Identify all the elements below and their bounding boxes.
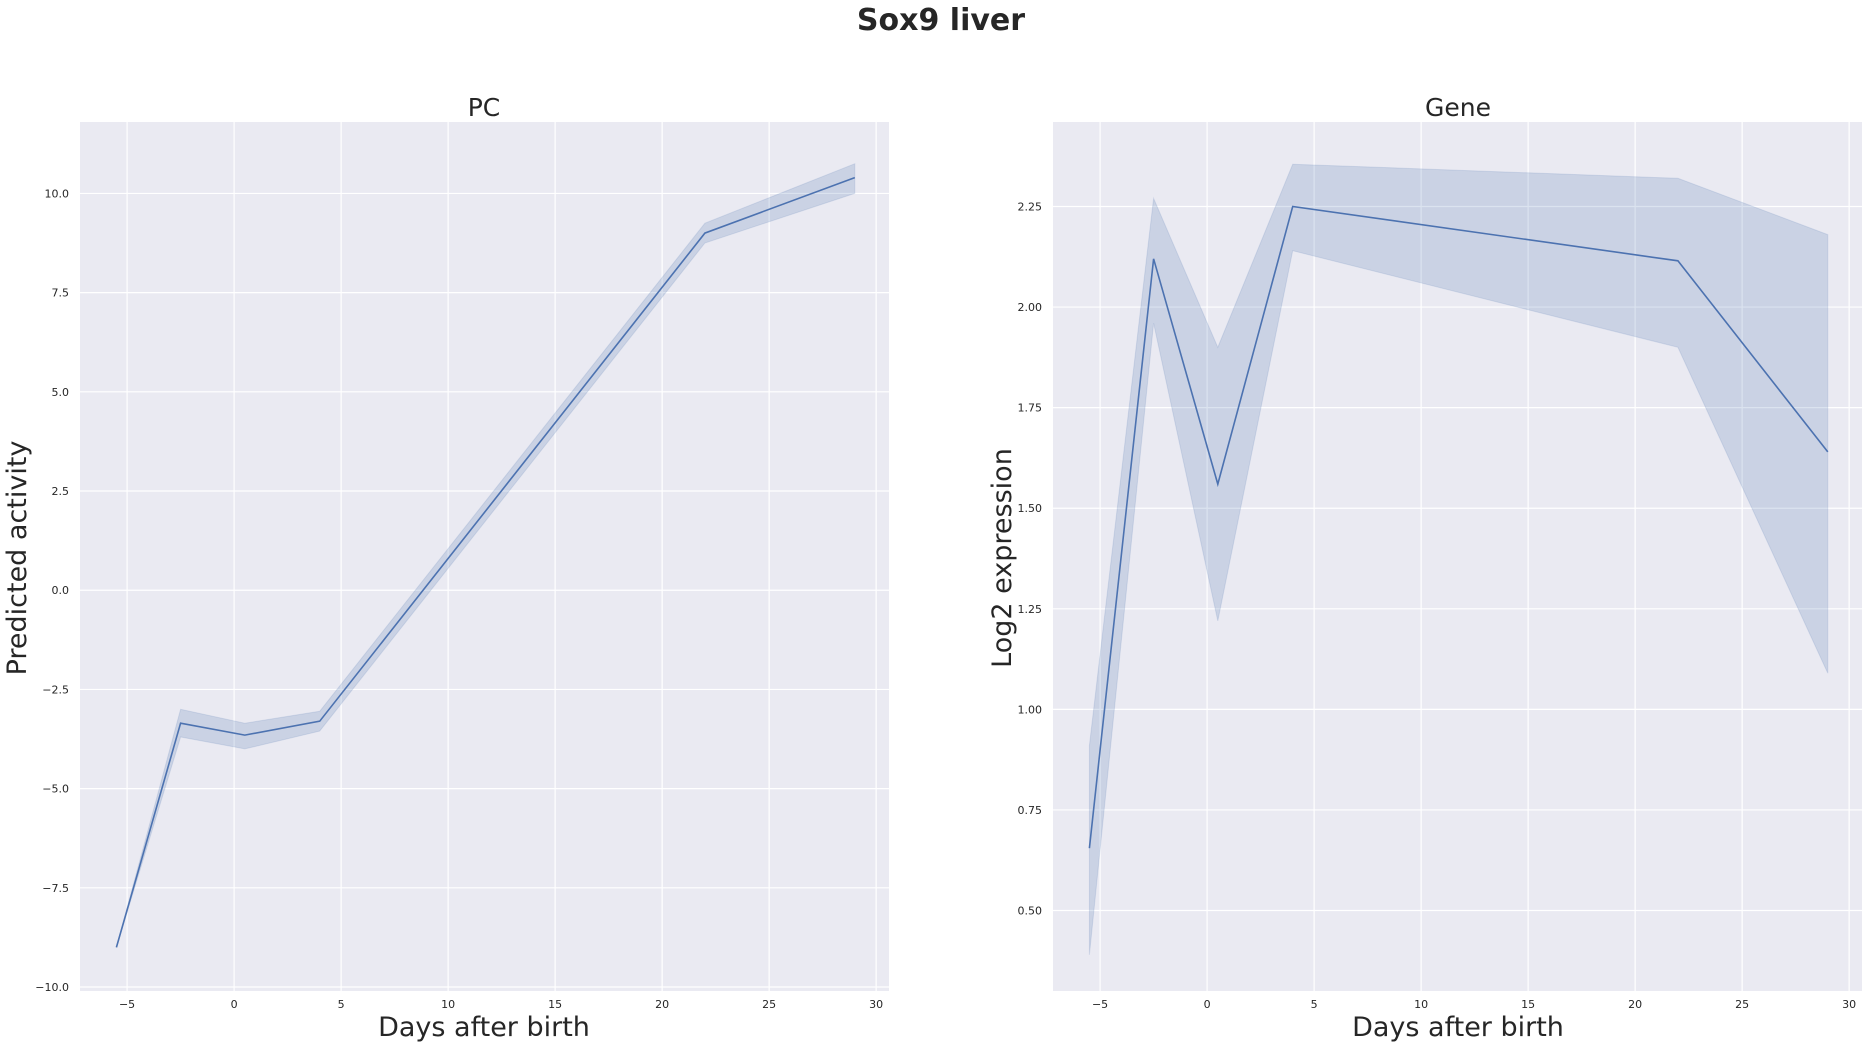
gene-y-axis-label: Log2 expression [987, 448, 1018, 668]
gene-series-line [1088, 205, 1829, 849]
pc-y-tick-label: −2.5 [42, 683, 69, 696]
pc-y-tick-label: 10.0 [45, 187, 70, 200]
gene-y-tick-label: 2.25 [1018, 200, 1043, 213]
pc-y-tick-label: 5.0 [52, 386, 70, 399]
pc-x-tick-label: 15 [548, 998, 562, 1011]
pc-y-tick-label: −10.0 [35, 981, 69, 994]
gene-y-tick-label: 2.00 [1018, 301, 1043, 314]
gene-plot-background [1053, 122, 1862, 991]
gene-plot-area [1053, 122, 1862, 991]
pc-confidence-band [115, 162, 856, 948]
pc-x-tick-label: 25 [762, 998, 776, 1011]
pc-x-axis-label: Days after birth [378, 1012, 590, 1043]
gene-x-axis-label: Days after birth [1352, 1012, 1564, 1043]
pc-x-tick-label: 5 [338, 998, 345, 1011]
pc-y-tick-label: 2.5 [52, 485, 70, 498]
gene-x-tick-label: 20 [1628, 998, 1642, 1011]
pc-x-tick-label: 10 [441, 998, 455, 1011]
gene-y-tick-label: 1.25 [1018, 603, 1043, 616]
pc-x-tick-label: 30 [869, 998, 883, 1011]
gene-y-tick-label: 1.50 [1018, 502, 1043, 515]
gene-y-tick-label: 0.75 [1018, 804, 1043, 817]
gene-x-tick-label: −5 [1092, 998, 1108, 1011]
pc-y-axis-label: Predicted activity [2, 441, 33, 676]
pc-panel: PC Days after birth Predicted activity −… [2, 93, 889, 1043]
pc-y-tick-label: −5.0 [42, 783, 69, 796]
gene-y-tick-label: 1.75 [1018, 402, 1043, 415]
pc-plot-background [80, 122, 889, 991]
pc-series-line [115, 176, 856, 948]
pc-x-tick-label: 20 [655, 998, 669, 1011]
gene-y-tick-label: 1.00 [1018, 703, 1043, 716]
gene-x-tick-label: 30 [1842, 998, 1856, 1011]
pc-y-tick-label: −7.5 [42, 882, 69, 895]
gene-y-tick-label: 0.50 [1018, 905, 1043, 918]
gene-x-tick-label: 5 [1311, 998, 1318, 1011]
pc-panel-title: PC [468, 93, 501, 122]
gene-panel: Gene Days after birth Log2 expression −5… [987, 93, 1862, 1043]
gene-x-tick-label: 25 [1735, 998, 1749, 1011]
gene-x-tick-label: 15 [1521, 998, 1535, 1011]
figure-suptitle: Sox9 liver [857, 3, 1025, 38]
gene-confidence-band [1088, 163, 1829, 955]
pc-plot-area [80, 122, 889, 991]
pc-y-tick-label: 0.0 [52, 584, 70, 597]
pc-y-tick-label: 7.5 [52, 287, 70, 300]
pc-x-tick-label: 0 [231, 998, 238, 1011]
gene-panel-title: Gene [1425, 93, 1491, 122]
pc-x-tick-label: −5 [119, 998, 135, 1011]
gene-x-tick-label: 10 [1414, 998, 1428, 1011]
gene-x-tick-label: 0 [1204, 998, 1211, 1011]
